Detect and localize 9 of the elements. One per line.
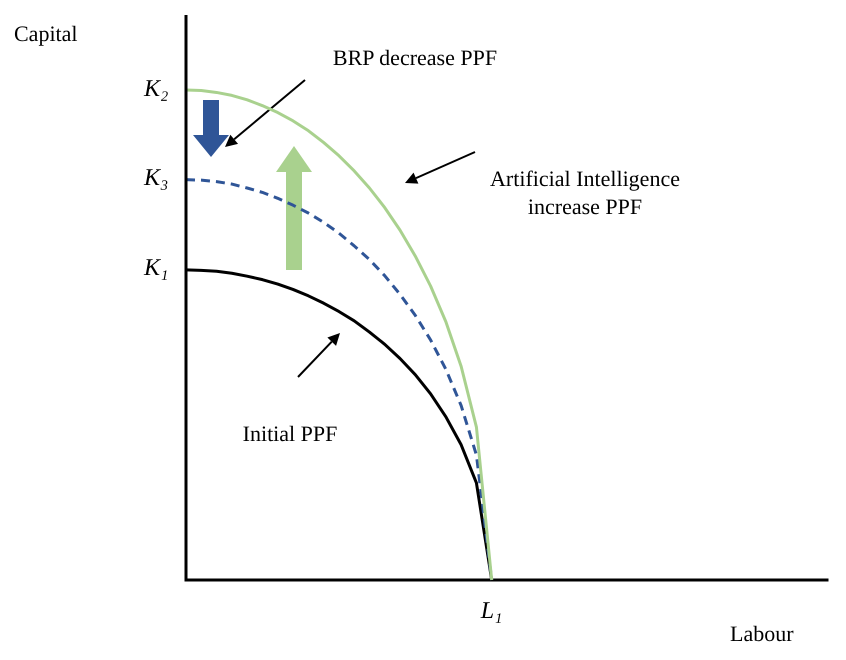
annotation: Artificial Intelligence increase PPF: [489, 165, 681, 221]
text: K₂: [144, 76, 168, 103]
text: BRP decrease PPF: [332, 44, 498, 72]
x-axis-title: Labour: [730, 620, 794, 648]
text: K₁: [144, 255, 168, 282]
annotation: L₁: [480, 598, 502, 625]
text: Capital: [14, 20, 78, 48]
text: K₃: [144, 165, 168, 192]
annotation: Initial PPF: [242, 420, 338, 448]
